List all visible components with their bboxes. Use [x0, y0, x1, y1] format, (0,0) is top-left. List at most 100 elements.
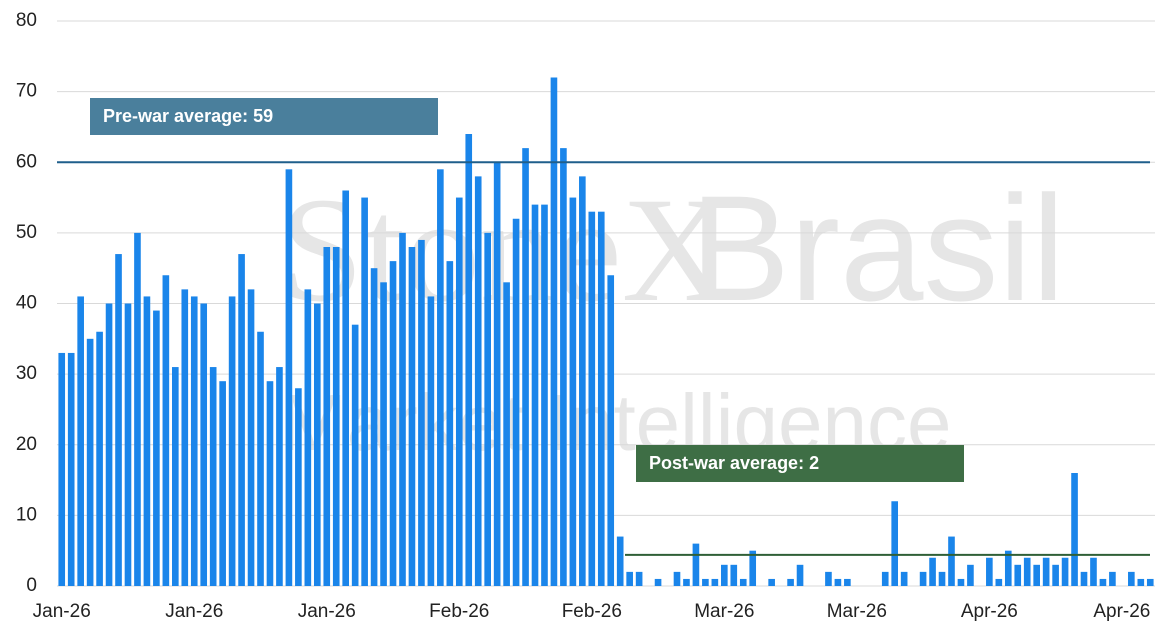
y-tick-label: 20: [16, 434, 37, 455]
bar: [1109, 571, 1116, 586]
bar: [115, 254, 122, 586]
bar: [276, 367, 283, 586]
bar: [342, 190, 350, 586]
bar: [172, 367, 179, 586]
bar: [96, 331, 103, 586]
bar: [361, 197, 368, 586]
bar: [597, 211, 605, 586]
bar: [512, 218, 520, 586]
reference-label-box: [90, 98, 438, 135]
bar: [124, 303, 132, 586]
reference-label: Post-war average: 2: [649, 453, 819, 473]
x-tick-label: Jan-26: [298, 601, 356, 622]
bar: [304, 289, 312, 586]
bar: [721, 564, 728, 586]
x-tick-label: Apr-26: [961, 601, 1018, 622]
bar: [541, 204, 548, 586]
bar: [560, 148, 567, 586]
bar: [607, 275, 615, 586]
bar: [1014, 564, 1022, 586]
bar: [1004, 550, 1012, 586]
bar: [1042, 557, 1050, 586]
bar: [1090, 557, 1097, 586]
bar: [579, 176, 586, 586]
bar: [58, 352, 66, 586]
bar: [1128, 571, 1135, 586]
bar: [588, 211, 596, 586]
bar: [266, 381, 274, 586]
x-tick-label: Feb-26: [562, 601, 622, 622]
bar: [228, 296, 236, 586]
bar: [153, 310, 160, 586]
bar: [1137, 578, 1145, 586]
bar: [285, 169, 293, 586]
bar: [162, 275, 170, 586]
bar: [531, 204, 539, 586]
bar: [995, 578, 1003, 586]
bar: [768, 578, 775, 586]
bar: [616, 536, 624, 586]
bar: [881, 571, 889, 586]
bar: [86, 338, 94, 586]
y-tick-label: 0: [26, 575, 37, 596]
bar: [1080, 571, 1088, 586]
bar: [673, 571, 681, 586]
bar: [739, 578, 747, 586]
bar: [190, 296, 198, 586]
bar: [238, 254, 245, 586]
watermark: StoneX Brasil Market Intelligence: [280, 164, 1065, 467]
bar: [1061, 557, 1069, 586]
bar: [200, 303, 208, 586]
y-tick-label: 70: [16, 81, 37, 102]
bar: [749, 550, 757, 586]
bar: [181, 289, 189, 586]
bar: [493, 162, 501, 586]
bar: [399, 232, 406, 586]
bar: [1146, 578, 1154, 586]
bar: [1099, 578, 1107, 586]
bar: [1033, 564, 1040, 586]
bar: [134, 232, 141, 586]
bar: [1052, 564, 1059, 586]
x-tick-label: Jan-26: [165, 601, 223, 622]
bar: [796, 564, 804, 586]
bar: [900, 571, 908, 586]
bar: [313, 303, 321, 586]
x-tick-label: Jan-26: [33, 601, 91, 622]
bar: [948, 536, 955, 586]
bar: [67, 352, 75, 586]
y-tick-label: 80: [16, 10, 37, 31]
reference-label-box: [636, 445, 964, 482]
bar: [427, 296, 435, 586]
x-tick-label: Mar-26: [694, 601, 754, 622]
y-tick-label: 10: [16, 504, 37, 525]
bar: [787, 578, 794, 586]
bar: [219, 381, 226, 586]
x-tick-label: Feb-26: [429, 601, 489, 622]
y-tick-label: 30: [16, 363, 37, 384]
bar: [730, 564, 738, 586]
bar: [938, 571, 946, 586]
bar: [323, 247, 331, 586]
bar: [105, 303, 113, 586]
bar: [967, 564, 974, 586]
bar: [408, 247, 416, 586]
bar: [919, 571, 927, 586]
bar: [692, 543, 700, 586]
bar: [503, 282, 510, 586]
bar: [711, 578, 719, 586]
bar: [389, 261, 397, 586]
bar: [257, 331, 264, 586]
bar: [418, 239, 425, 586]
bar: [654, 578, 662, 586]
bar: [891, 501, 899, 586]
watermark-text: Brasil: [690, 164, 1065, 332]
bar: [702, 578, 709, 586]
bar: [1023, 557, 1031, 586]
bar: [143, 296, 151, 586]
bar: [332, 247, 340, 586]
bar: [351, 324, 359, 586]
bar: [484, 232, 491, 586]
bar: [635, 571, 643, 586]
